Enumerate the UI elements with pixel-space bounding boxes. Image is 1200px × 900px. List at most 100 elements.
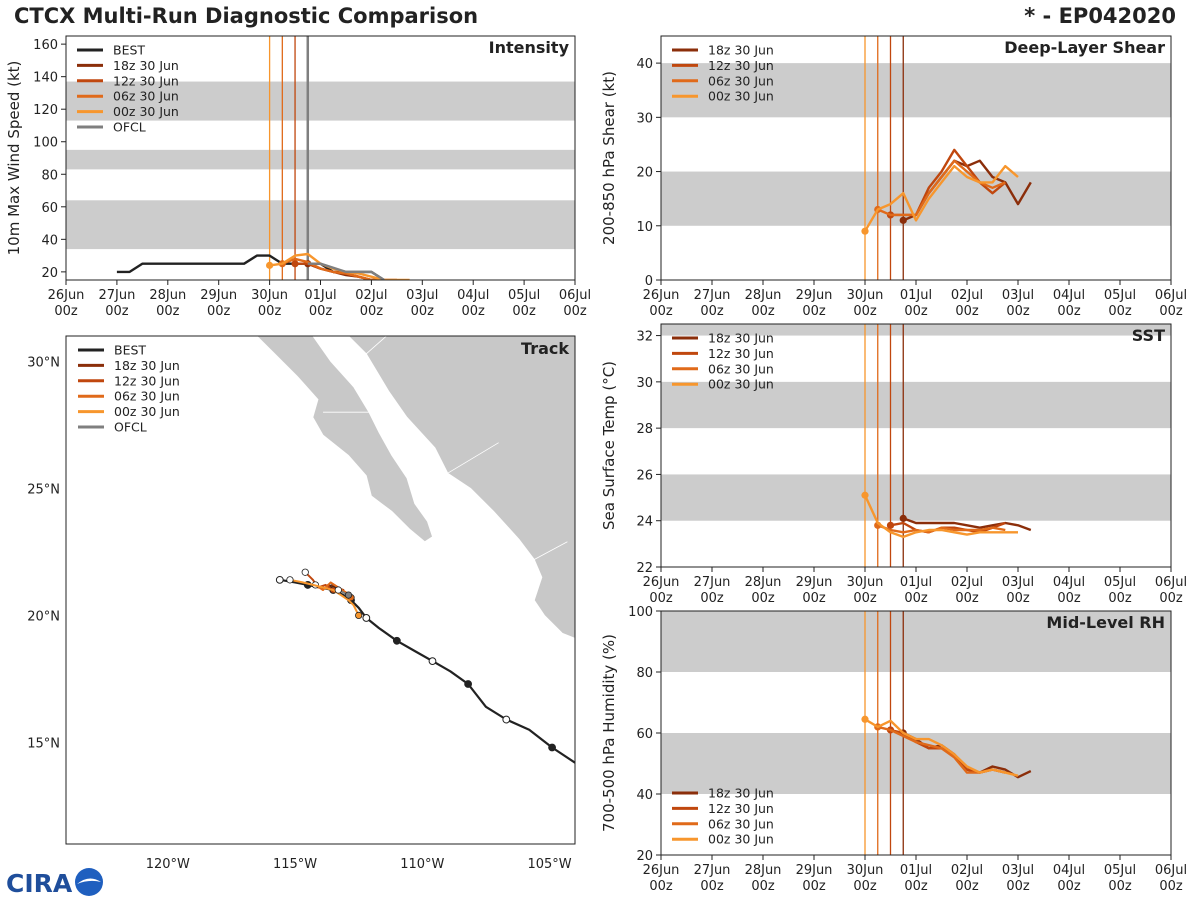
- rh-xtick-label: 01Jul: [900, 863, 932, 878]
- legend-label-12z-30-jun: 12z 30 Jun: [708, 346, 774, 361]
- lon-tick-label: 110°W: [400, 857, 444, 872]
- lon-tick-label: 105°W: [527, 857, 571, 872]
- intensity-xtick-label: 29Jun: [200, 288, 237, 303]
- sst-xtick-hour: 00z: [1006, 591, 1030, 606]
- sst-xtick-label: 01Jul: [900, 575, 932, 590]
- sst-xtick-hour: 00z: [1057, 591, 1081, 606]
- intensity-series-ofcl: [307, 262, 385, 280]
- sst-xtick-label: 28Jun: [745, 575, 782, 590]
- shear-xtick-label: 05Jul: [1104, 288, 1136, 303]
- intensity-xtick-label: 01Jul: [304, 288, 336, 303]
- track-series-00z-30-jun: [289, 578, 360, 616]
- sst-xtick-hour: 00z: [649, 591, 673, 606]
- sst-ytick-label: 24: [636, 515, 653, 530]
- shear-band-1: [661, 63, 1171, 118]
- track-lines: [275, 568, 575, 764]
- legend-label-00z-30-jun: 00z 30 Jun: [114, 404, 180, 419]
- intensity-xtick-hour: 00z: [207, 304, 231, 319]
- track-point-best: [362, 614, 371, 622]
- shear-xtick-hour: 00z: [1108, 304, 1132, 319]
- track-point-best: [548, 743, 556, 752]
- intensity-xtick-label: 27Jun: [98, 288, 135, 303]
- sst-xtick-hour: 00z: [1108, 591, 1132, 606]
- intensity-panel-title: Intensity: [489, 38, 570, 57]
- intensity-band-0: [66, 200, 575, 250]
- legend-label-00z-30-jun: 00z 30 Jun: [708, 377, 774, 392]
- shear-xtick-hour: 00z: [700, 304, 724, 319]
- rh-panel-title: Mid-Level RH: [1046, 613, 1165, 632]
- rh-ytick-label: 20: [636, 849, 653, 864]
- legend-label-18z-30-jun: 18z 30 Jun: [708, 786, 774, 801]
- intensity-ylabel: 10m Max Wind Speed (kt): [5, 61, 23, 256]
- state-border-1: [447, 442, 499, 474]
- sst-ytick-label: 26: [636, 468, 653, 483]
- legend-label-18z-30-jun: 18z 30 Jun: [708, 43, 774, 58]
- legend-label-18z-30-jun: 18z 30 Jun: [113, 58, 179, 73]
- intensity-xtick-hour: 00z: [411, 304, 435, 319]
- shear-xtick-hour: 00z: [1159, 304, 1183, 319]
- rh-xtick-hour: 00z: [955, 879, 979, 894]
- rh-band-1: [661, 611, 1171, 672]
- legend-label-12z-30-jun: 12z 30 Jun: [113, 73, 179, 88]
- track-panel-title: Track: [521, 339, 569, 358]
- rh-xtick-label: 02Jul: [951, 863, 983, 878]
- legend-label-12z-30-jun: 12z 30 Jun: [708, 58, 774, 73]
- rh-xtick-hour: 00z: [904, 879, 928, 894]
- shear-xtick-label: 03Jul: [1002, 288, 1034, 303]
- sst-series-00z-30-jun: [863, 494, 1018, 539]
- sst-series-18z-30-jun: [902, 517, 1032, 532]
- intensity-xtick-hour: 00z: [309, 304, 333, 319]
- shear-panel-title: Deep-Layer Shear: [1004, 38, 1165, 57]
- rh-xtick-hour: 00z: [1057, 879, 1081, 894]
- legend-label-06z-30-jun: 06z 30 Jun: [114, 389, 180, 404]
- lat-tick-label: 20°N: [27, 609, 60, 624]
- sst-band-1: [661, 381, 1171, 429]
- shear-xtick-hour: 00z: [1057, 304, 1081, 319]
- rh-xtick-hour: 00z: [1159, 879, 1183, 894]
- sst-band-2: [661, 324, 1171, 336]
- lat-tick-label: 30°N: [27, 355, 60, 370]
- cira-logo-globe: [75, 868, 103, 896]
- intensity-ytick-label: 80: [41, 168, 58, 183]
- legend-label-best: BEST: [114, 343, 146, 358]
- track-point-best: [464, 680, 473, 688]
- legend-label-06z-30-jun: 06z 30 Jun: [708, 361, 774, 376]
- sst-xtick-label: 30Jun: [847, 575, 884, 590]
- rh-xtick-hour: 00z: [751, 879, 775, 894]
- intensity-series-06z-30-jun: [281, 257, 385, 280]
- sst-xtick-label: 26Jun: [643, 575, 680, 590]
- storm-id: * - EP042020: [1024, 4, 1176, 28]
- shear-xtick-label: 06Jul: [1155, 288, 1187, 303]
- track-point-ofcl: [344, 591, 353, 599]
- shear-xtick-hour: 00z: [751, 304, 775, 319]
- sst-xtick-label: 03Jul: [1002, 575, 1034, 590]
- rh-xtick-hour: 00z: [853, 879, 877, 894]
- intensity-band-2: [66, 81, 575, 121]
- shear-ytick-label: 0: [645, 274, 653, 289]
- sst-xtick-label: 06Jul: [1155, 575, 1187, 590]
- state-border-2: [534, 541, 568, 560]
- legend-label-18z-30-jun: 18z 30 Jun: [114, 358, 180, 373]
- shear-xtick-label: 01Jul: [900, 288, 932, 303]
- intensity-xtick-hour: 00z: [462, 304, 486, 319]
- rh-xtick-label: 26Jun: [643, 863, 680, 878]
- shear-ytick-label: 40: [636, 57, 653, 72]
- legend-label-12z-30-jun: 12z 30 Jun: [114, 373, 180, 388]
- sst-init-point-18z-30-jun: [899, 514, 907, 523]
- lat-tick-label: 15°N: [27, 736, 60, 751]
- shear-init-point-00z-30-jun: [861, 227, 869, 235]
- rh-xtick-hour: 00z: [1108, 879, 1132, 894]
- sst-xtick-label: 05Jul: [1104, 575, 1136, 590]
- track-point-ofcl: [334, 586, 342, 594]
- shear-ytick-label: 20: [636, 166, 653, 181]
- legend-label-12z-30-jun: 12z 30 Jun: [708, 801, 774, 816]
- track-frame: [65, 335, 576, 845]
- sst-ytick-label: 22: [636, 561, 653, 576]
- legend-label-best: BEST: [113, 43, 145, 58]
- sst-ytick-label: 30: [636, 376, 653, 391]
- sst-init-point-12z-30-jun: [886, 521, 895, 529]
- intensity-xtick-label: 30Jun: [251, 288, 288, 303]
- intensity-ytick-label: 40: [41, 233, 58, 248]
- baja-california-land: [256, 336, 433, 543]
